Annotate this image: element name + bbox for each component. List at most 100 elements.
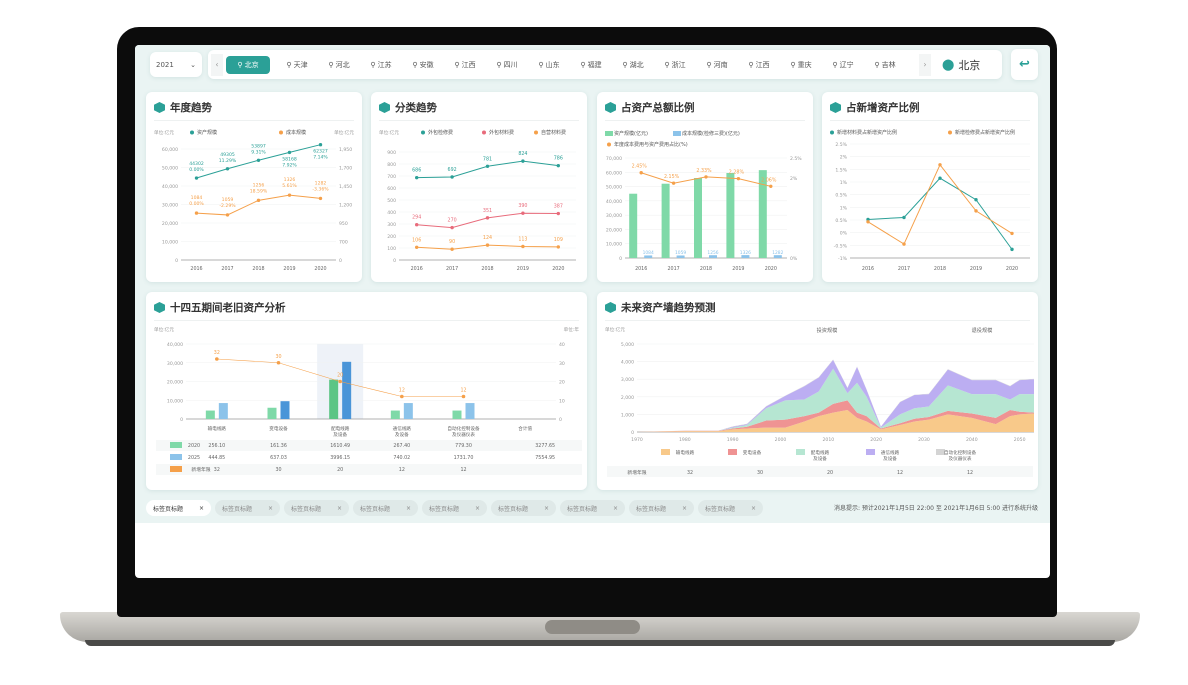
map-pin-icon: ⚲ xyxy=(664,60,672,69)
data-point xyxy=(704,175,708,179)
data-point xyxy=(556,163,560,168)
page-tab[interactable]: 标签页标题 × xyxy=(215,500,280,516)
province-tab[interactable]: ⚲ 福建 xyxy=(570,60,612,70)
cube-icon xyxy=(605,102,616,113)
map-pin-icon: ⚲ xyxy=(237,60,245,69)
table-row xyxy=(156,464,582,475)
page-tab[interactable]: 标签页标题 × xyxy=(491,500,556,516)
page-tab[interactable]: 标签页标题 × xyxy=(284,500,349,516)
close-icon[interactable]: × xyxy=(612,504,618,512)
x-tick-label: 2016 xyxy=(635,266,647,272)
province-tab[interactable]: ⚲ 安徽 xyxy=(402,60,444,70)
close-icon[interactable]: × xyxy=(681,504,687,512)
province-tab[interactable]: ⚲ 河北 xyxy=(318,60,360,70)
data-point xyxy=(671,181,676,185)
data-label: 113 xyxy=(518,236,527,242)
province-tab[interactable]: ⚲ 河南 xyxy=(696,60,738,70)
page-tab[interactable]: 标签页标题 × xyxy=(698,500,763,516)
y-right-tick-label: 30 xyxy=(559,361,565,367)
province-tab[interactable]: ⚲ 江西 xyxy=(738,60,780,70)
table-cell: 20 xyxy=(827,470,833,476)
page-tab[interactable]: 标签页标题 × xyxy=(629,500,694,516)
y-right-tick-label: 0 xyxy=(339,258,342,264)
y-tick-label: 20,000 xyxy=(162,221,178,227)
card-new-asset-ratio: 占新增资产比例 新增材料费占新增资产比例 新增检修费占新增资产比例 -1% -0.5%… xyxy=(822,92,1038,282)
province-tab[interactable]: ⚲ 吉林 xyxy=(864,60,906,70)
legend-marker xyxy=(607,142,611,147)
y-tick-label: 0 xyxy=(393,258,396,264)
data-point xyxy=(225,213,230,217)
map-pin-icon: ⚲ xyxy=(412,60,420,69)
y-tick-label: 40,000 xyxy=(162,184,178,190)
title-text: 年度趋势 xyxy=(170,102,212,114)
page-tab[interactable]: 标签页标题 × xyxy=(353,500,418,516)
x-tick-label: 2050 xyxy=(1014,437,1026,443)
data-label: 2.15% xyxy=(664,174,680,180)
prev-arrow-button[interactable]: ‹ xyxy=(211,53,223,76)
y-tick-label: 40,000 xyxy=(167,342,183,348)
y-right-tick-label: 2% xyxy=(790,176,798,182)
divider xyxy=(154,120,354,121)
x-tick-label: 2000 xyxy=(775,437,787,443)
data-point xyxy=(556,211,560,216)
province-tab[interactable]: ⚲ 湖北 xyxy=(612,60,654,70)
province-tab[interactable]: ⚲ 重庆 xyxy=(780,60,822,70)
x-tick-label: 变电设备 xyxy=(269,425,288,432)
data-label: 109 xyxy=(554,237,563,243)
province-tab[interactable]: ⚲ 山东 xyxy=(528,60,570,70)
cube-icon xyxy=(154,102,165,113)
y-tick-label: 70,000 xyxy=(606,156,622,162)
legend-label: 新增检修费占新增资产比例 xyxy=(955,129,1015,136)
province-tab[interactable]: ⚲ 北京 xyxy=(226,55,270,74)
province-tab[interactable]: ⚲ 江苏 xyxy=(360,60,402,70)
year-select[interactable]: 2021 ⌄ xyxy=(150,52,202,77)
data-point xyxy=(287,193,292,197)
province-tab[interactable]: ⚲ 四川 xyxy=(486,60,528,70)
x-tick-label: 2020 xyxy=(552,266,564,272)
dashboard: 2021 ⌄ ‹ ⚲ 北京 ⚲ 天津 ⚲ 河北 ⚲ 江苏 ⚲ 安徽 ⚲ 江西 ⚲ 四川 ⚲ 山东… xyxy=(135,45,1050,523)
data-label: 9.31% xyxy=(251,149,266,155)
province-tab[interactable]: ⚲ 天津 xyxy=(276,60,318,70)
data-point xyxy=(287,150,292,155)
back-button[interactable]: ↩ xyxy=(1011,49,1038,80)
close-icon[interactable]: × xyxy=(750,504,756,512)
table-cell: 1610.49 xyxy=(330,443,350,449)
data-point xyxy=(639,171,643,175)
y-tick-label: 0.5% xyxy=(835,218,847,224)
data-label: 90 xyxy=(449,239,455,245)
close-icon[interactable]: × xyxy=(198,504,204,512)
legend-label: 配电线路及设备 xyxy=(811,449,830,462)
asset-bar xyxy=(661,183,670,258)
province-list: ⚲ 北京 ⚲ 天津 ⚲ 河北 ⚲ 江苏 ⚲ 安徽 ⚲ 江西 ⚲ 四川 ⚲ 山东 ⚲ 福建 ⚲ 湖北… xyxy=(226,55,916,74)
page-tab[interactable]: 标签页标题 × xyxy=(146,500,211,516)
data-point xyxy=(769,184,773,189)
close-icon[interactable]: × xyxy=(405,504,411,512)
y-right-tick-label: 0 xyxy=(559,417,562,423)
close-icon[interactable]: × xyxy=(267,504,273,512)
y-right-tick-label: 0% xyxy=(790,256,798,262)
y-tick-label: 2.5% xyxy=(835,142,847,148)
data-label: 62327 xyxy=(313,149,328,155)
close-icon[interactable]: × xyxy=(336,504,342,512)
bar-2025 xyxy=(280,401,290,419)
data-label: 2.45% xyxy=(632,164,648,170)
page-tab[interactable]: 标签页标题 × xyxy=(560,500,625,516)
close-icon[interactable]: × xyxy=(474,504,480,512)
next-arrow-button[interactable]: › xyxy=(919,53,931,76)
province-tab[interactable]: ⚲ 江西 xyxy=(444,60,486,70)
x-tick-label: 2020 xyxy=(765,266,777,272)
page-tab[interactable]: 标签页标题 × xyxy=(422,500,487,516)
close-icon[interactable]: × xyxy=(543,504,549,512)
data-point xyxy=(194,211,199,215)
legend-label: 成本规模(检修三费)(亿元) xyxy=(682,130,740,137)
y-tick-label: 50,000 xyxy=(162,166,178,172)
legend-label: 自动化控制设备及仪器仪表 xyxy=(944,449,977,462)
province-tab[interactable]: ⚲ 浙江 xyxy=(654,60,696,70)
data-point xyxy=(556,245,560,249)
data-label: 1059 xyxy=(675,250,686,256)
y-tick-label: 10,000 xyxy=(606,242,622,248)
province-label: 四川 xyxy=(503,60,518,69)
annotation: 投资规模 xyxy=(817,326,838,334)
province-tab[interactable]: ⚲ 辽宁 xyxy=(822,60,864,70)
cost-scale-line xyxy=(196,194,321,216)
